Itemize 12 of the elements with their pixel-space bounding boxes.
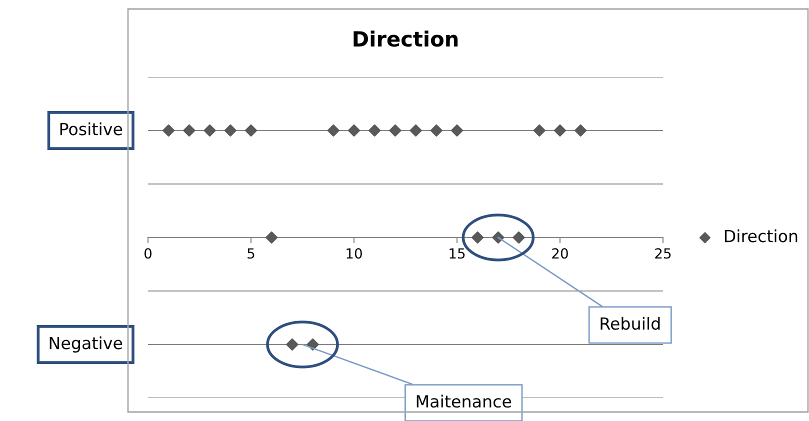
x-tick-label: 0 <box>144 248 152 259</box>
annotation: Maitenance <box>416 394 512 408</box>
x-tick-label: 25 <box>655 248 671 259</box>
text: Negative <box>50 336 122 353</box>
x-tick-label: 20 <box>552 248 568 259</box>
x-tick-label: 15 <box>450 248 465 259</box>
legend-label: Direction <box>724 229 798 242</box>
x-tick-label: 5 <box>248 248 254 259</box>
annotation: Rebuild <box>600 316 660 330</box>
x-tick-label: 10 <box>346 248 362 259</box>
text: Positive <box>60 122 122 136</box>
chart-title: Direction <box>354 30 458 47</box>
